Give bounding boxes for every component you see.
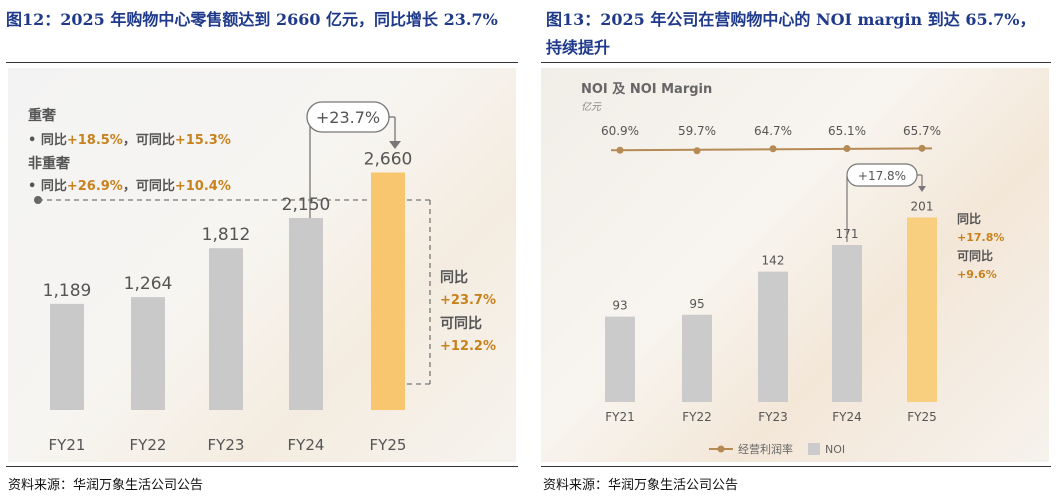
right-growth-bubble: +17.8% xyxy=(858,169,906,183)
noi-margin-point-fy25 xyxy=(918,144,926,152)
left-chart-panel: 重奢 • 同比+18.5%，可同比+15.3% 非重奢 • 同比+26.9%，可… xyxy=(8,68,516,462)
legend-bar-label: NOI xyxy=(825,443,845,456)
right-side-lfl-value: +9.6% xyxy=(957,268,997,281)
right-source-rule xyxy=(541,466,1051,467)
left-bar-fy24 xyxy=(289,218,323,410)
left-chart: 重奢 • 同比+18.5%，可同比+15.3% 非重奢 • 同比+26.9%，可… xyxy=(28,101,496,455)
noi-bar-fy23 xyxy=(758,271,788,402)
noi-bar-fy22 xyxy=(682,314,712,402)
left-category-fy24: FY24 xyxy=(288,436,325,454)
left-value-label-fy21: 1,189 xyxy=(43,281,92,301)
left-bar-fy22 xyxy=(131,297,165,410)
left-growth-bubble: +23.7% xyxy=(316,108,380,127)
noi-margin-point-fy24 xyxy=(843,145,851,153)
left-side-labels: 同比 +23.7% 可同比 +12.2% xyxy=(440,269,496,354)
noi-margin-line: 60.9% 59.7% 64.7% 65.1% 65.7% xyxy=(601,124,941,155)
noi-value-label-fy25: 201 xyxy=(911,199,934,213)
note-group1-line: • 同比+18.5%，可同比+15.3% xyxy=(28,132,231,148)
note-group1-title: 重奢 xyxy=(28,107,57,124)
legend-bar-swatch xyxy=(808,443,820,455)
left-bar-fy21 xyxy=(50,303,84,410)
noi-margin-point-fy22 xyxy=(693,147,701,155)
right-side-lfl-label: 可同比 xyxy=(957,248,993,263)
left-growth-callout: +23.7% xyxy=(306,101,401,220)
noi-bar-fy25 xyxy=(907,217,937,402)
noi-margin-label-fy22: 59.7% xyxy=(678,124,716,138)
right-title-rule xyxy=(541,62,1051,63)
noi-margin-label-fy23: 64.7% xyxy=(754,124,792,138)
right-side-yoy-label: 同比 xyxy=(957,211,981,226)
right-category-fy23: FY23 xyxy=(758,410,788,424)
right-legend: 经营利润率 NOI xyxy=(709,442,845,456)
right-side-yoy-value: +17.8% xyxy=(957,231,1004,244)
left-side-lfl-label: 可同比 xyxy=(440,315,482,332)
noi-value-label-fy23: 142 xyxy=(762,254,785,268)
noi-bar-fy24 xyxy=(832,244,862,402)
right-chart-header: NOI 及 NOI Margin xyxy=(581,82,712,97)
right-chart-unit: 亿元 xyxy=(581,101,602,113)
noi-margin-label-fy25: 65.7% xyxy=(903,124,941,138)
left-value-label-fy23: 1,812 xyxy=(202,225,251,245)
noi-margin-label-fy24: 65.1% xyxy=(828,124,866,138)
note-group2-title: 非重奢 xyxy=(28,155,71,172)
left-category-fy22: FY22 xyxy=(130,436,167,454)
right-source: 资料来源：华润万象生活公司公告 xyxy=(543,478,739,493)
left-title-rule xyxy=(6,62,518,63)
noi-margin-point-fy23 xyxy=(769,145,777,153)
right-side-labels: 同比 +17.8% 可同比 +9.6% xyxy=(957,211,1004,281)
left-figure-title: 图12：2025 年购物中心零售额达到 2660 亿元，同比增长 23.7% xyxy=(6,10,498,29)
left-category-fy21: FY21 xyxy=(49,436,86,454)
note-group2-line: • 同比+26.9%，可同比+10.4% xyxy=(28,178,231,194)
left-side-yoy-label: 同比 xyxy=(440,269,468,286)
left-bar-fy23 xyxy=(209,248,243,410)
right-category-fy21: FY21 xyxy=(605,410,635,424)
left-bar-fy25 xyxy=(371,172,405,410)
right-chart: NOI 及 NOI Margin 亿元 60.9% 59.7% 64.7% 65.1%… xyxy=(581,82,1004,456)
right-category-fy22: FY22 xyxy=(682,410,712,424)
right-growth-callout: +17.8% xyxy=(846,163,926,242)
right-chart-panel: NOI 及 NOI Margin 亿元 60.9% 59.7% 64.7% 65.1%… xyxy=(541,68,1049,462)
left-value-label-fy22: 1,264 xyxy=(124,274,173,294)
left-source: 资料来源：华润万象生活公司公告 xyxy=(8,478,204,493)
noi-bar-fy21 xyxy=(605,316,635,402)
noi-margin-label-fy21: 60.9% xyxy=(601,124,639,138)
right-figure-title: 图13：2025 年公司在营购物中心的 NOI margin 到达 65.7%，… xyxy=(546,10,1036,57)
left-value-label-fy25: 2,660 xyxy=(364,150,413,170)
right-category-fy24: FY24 xyxy=(832,410,862,424)
left-bars: 1,189 FY21 1,264 FY22 1,812 FY23 2,150 FY24 2,66… xyxy=(43,150,413,455)
left-source-rule xyxy=(6,466,518,467)
left-category-fy23: FY23 xyxy=(208,436,245,454)
left-value-label-fy24: 2,150 xyxy=(282,195,331,215)
left-category-fy25: FY25 xyxy=(370,436,407,454)
right-category-fy25: FY25 xyxy=(907,410,937,424)
noi-value-label-fy22: 95 xyxy=(689,297,704,311)
left-notes: 重奢 • 同比+18.5%，可同比+15.3% 非重奢 • 同比+26.9%，可… xyxy=(28,107,231,194)
left-side-lfl-value: +12.2% xyxy=(440,339,496,354)
noi-margin-point-fy21 xyxy=(616,146,624,154)
noi-value-label-fy21: 93 xyxy=(612,299,627,313)
left-side-yoy-value: +23.7% xyxy=(440,293,496,308)
legend-line-label: 经营利润率 xyxy=(738,442,793,456)
